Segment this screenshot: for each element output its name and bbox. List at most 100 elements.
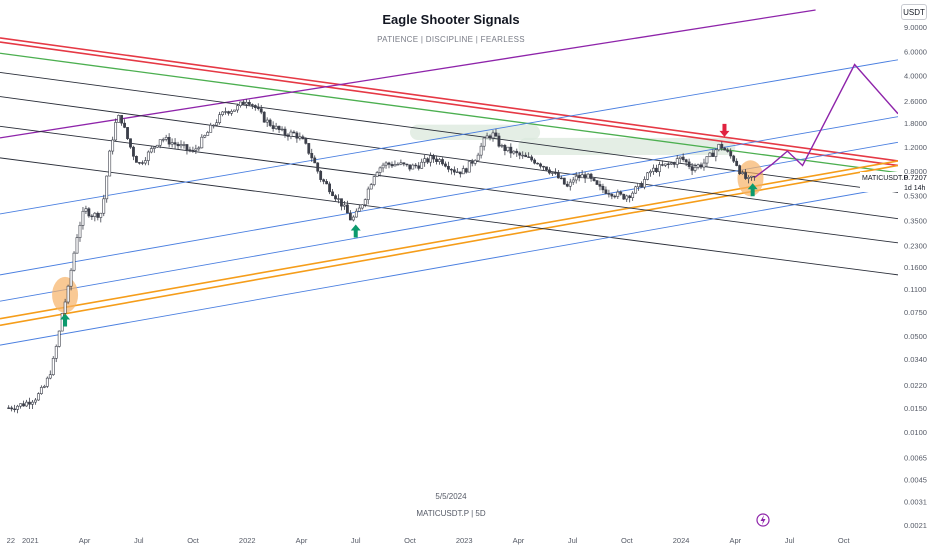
candle bbox=[13, 404, 17, 413]
candle bbox=[158, 139, 162, 149]
candle bbox=[105, 175, 109, 203]
candle bbox=[173, 138, 177, 149]
trendline-blue-11[interactable] bbox=[0, 116, 898, 276]
candle bbox=[295, 131, 299, 143]
candle bbox=[580, 170, 584, 179]
candle bbox=[262, 111, 266, 123]
candle bbox=[179, 140, 183, 149]
candle bbox=[717, 143, 721, 152]
candle bbox=[426, 157, 430, 165]
y-tick-label: 4.0000 bbox=[904, 71, 927, 80]
trendline-black-9[interactable] bbox=[0, 157, 898, 276]
candle bbox=[444, 161, 447, 168]
candle bbox=[643, 176, 646, 190]
candle bbox=[675, 155, 679, 169]
candle bbox=[239, 101, 242, 108]
trendline-red-1[interactable] bbox=[0, 41, 898, 167]
trendline-blue-10[interactable] bbox=[0, 59, 898, 215]
candle bbox=[87, 207, 91, 218]
candle bbox=[619, 190, 623, 196]
candle bbox=[628, 194, 632, 203]
candle bbox=[604, 186, 608, 195]
candle bbox=[732, 154, 736, 164]
candle bbox=[253, 104, 257, 111]
candle bbox=[218, 111, 222, 125]
candle bbox=[7, 405, 11, 409]
candle bbox=[194, 144, 198, 154]
candle bbox=[672, 161, 676, 168]
candle bbox=[135, 155, 138, 163]
candle bbox=[497, 132, 501, 148]
x-tick-label: Jul bbox=[351, 536, 361, 545]
candle bbox=[230, 109, 233, 116]
trendline-black-7[interactable] bbox=[0, 96, 898, 220]
price-candles bbox=[7, 98, 756, 414]
lightning-icon[interactable] bbox=[756, 513, 770, 527]
candle bbox=[441, 157, 444, 166]
candle bbox=[720, 141, 724, 151]
candle bbox=[36, 392, 40, 401]
y-tick-label: 0.0100 bbox=[904, 428, 927, 437]
candle bbox=[182, 141, 186, 149]
candle bbox=[655, 164, 658, 174]
candle bbox=[470, 158, 474, 167]
candle bbox=[96, 211, 100, 221]
trendline-blue-13[interactable] bbox=[0, 185, 898, 346]
chart-subtitle: PATIENCE | DISCIPLINE | FEARLESS bbox=[377, 35, 525, 44]
candle bbox=[259, 104, 263, 115]
candle bbox=[616, 189, 620, 199]
candle bbox=[568, 178, 572, 191]
trendline-red-0[interactable] bbox=[0, 37, 898, 162]
candle bbox=[69, 268, 73, 291]
candle bbox=[227, 110, 230, 116]
candle bbox=[283, 126, 287, 138]
candle bbox=[509, 143, 513, 158]
candle bbox=[488, 134, 492, 141]
candle bbox=[90, 214, 94, 220]
candle bbox=[533, 158, 537, 165]
candle bbox=[512, 150, 516, 155]
trendline-purple-3[interactable] bbox=[0, 9, 816, 139]
x-tick-label: Jul bbox=[568, 536, 578, 545]
candle bbox=[274, 122, 278, 130]
candle bbox=[322, 178, 326, 185]
candle bbox=[310, 148, 314, 162]
candle bbox=[726, 147, 730, 153]
projection-path bbox=[754, 63, 898, 178]
candle bbox=[652, 164, 655, 175]
candle bbox=[224, 107, 227, 115]
candle bbox=[542, 165, 545, 171]
candle bbox=[319, 170, 323, 183]
candle bbox=[551, 172, 554, 176]
candle bbox=[598, 180, 602, 191]
candle bbox=[138, 162, 141, 165]
highlight-zone-1 bbox=[737, 160, 764, 197]
y-tick-label: 0.8000 bbox=[904, 167, 927, 176]
trendline-black-8[interactable] bbox=[0, 125, 898, 244]
y-tick-label: 0.1100 bbox=[904, 285, 926, 294]
candle bbox=[292, 130, 296, 134]
last-price-label: MATICUSDT.P 0.7207 1d 14h bbox=[860, 172, 927, 192]
y-tick-label: 0.0750 bbox=[904, 308, 927, 317]
trendline-orange-5[interactable] bbox=[0, 164, 898, 327]
candle bbox=[693, 163, 697, 173]
candle bbox=[447, 161, 450, 173]
currency-badge[interactable]: USDT bbox=[901, 4, 927, 20]
footer-date: 5/5/2024 bbox=[435, 492, 467, 501]
candle bbox=[209, 122, 213, 133]
candle bbox=[574, 172, 578, 184]
y-tick-label: 1.8000 bbox=[904, 119, 927, 128]
price-label-countdown: 1d 14h bbox=[904, 185, 926, 192]
candle bbox=[405, 163, 409, 167]
y-tick-label: 0.0065 bbox=[904, 454, 927, 463]
candle bbox=[592, 178, 596, 182]
trendline-green-2[interactable] bbox=[0, 52, 898, 174]
x-tick-label: Apr bbox=[729, 536, 741, 545]
trendline-black-6[interactable] bbox=[0, 72, 898, 193]
candle bbox=[277, 125, 281, 134]
chart-title: Eagle Shooter Signals bbox=[382, 12, 519, 27]
candle bbox=[723, 146, 727, 151]
price-axis[interactable]: 9.0000 6.0000 4.0000 2.6000 1.8000 1.2000 0.80… bbox=[904, 23, 927, 530]
time-axis[interactable]: 22 2021 Apr Jul Oct 2022 Apr Jul Oct 2023 Apr Jul Oc… bbox=[7, 536, 851, 545]
